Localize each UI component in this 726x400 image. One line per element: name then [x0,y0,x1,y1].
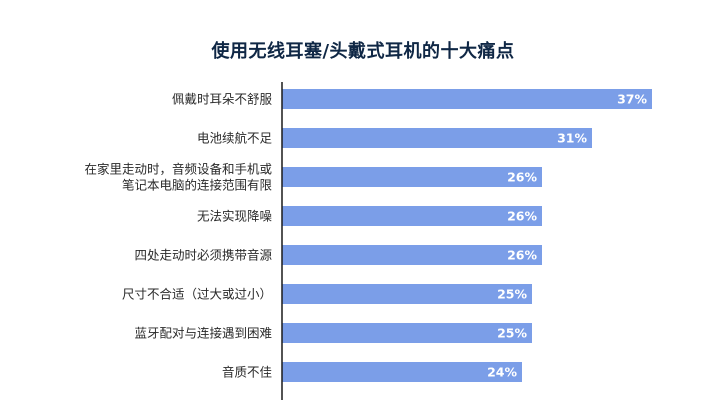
bar [282,167,542,187]
bar [282,245,542,265]
bar [282,206,542,226]
category-labels: 佩戴时耳朵不舒服电池续航不足在家里走动时，音频设备和手机或笔记本电脑的连接范围有… [84,92,272,380]
bar-value-label: 31% [557,131,587,146]
bar-value-label: 26% [507,170,537,185]
bar-value-label: 25% [497,326,527,341]
bar [282,128,592,148]
category-label: 无法实现降噪 [197,209,273,224]
category-label: 在家里走动时，音频设备和手机或笔记本电脑的连接范围有限 [84,162,272,193]
bar [282,89,652,109]
category-label: 电池续航不足 [197,131,273,146]
bars-layer: 37% 31% 26% 26% 26% 25% 25% 24% [282,89,652,382]
category-label: 尺寸不合适（过大或过小） [122,287,272,302]
category-label: 佩戴时耳朵不舒服 [172,92,273,107]
bar-value-label: 37% [617,92,647,107]
bar-value-label: 26% [507,209,537,224]
bar [282,284,532,304]
bar [282,362,522,382]
bar [282,323,532,343]
bar-value-label: 26% [507,248,537,263]
category-label: 蓝牙配对与连接遇到困难 [134,326,272,341]
bar-value-label: 25% [497,287,527,302]
bar-value-label: 24% [487,365,517,380]
chart-title: 使用无线耳塞/头戴式耳机的十大痛点 [211,41,515,62]
category-label: 音质不佳 [222,365,272,380]
category-label: 四处走动时必须携带音源 [134,248,272,263]
